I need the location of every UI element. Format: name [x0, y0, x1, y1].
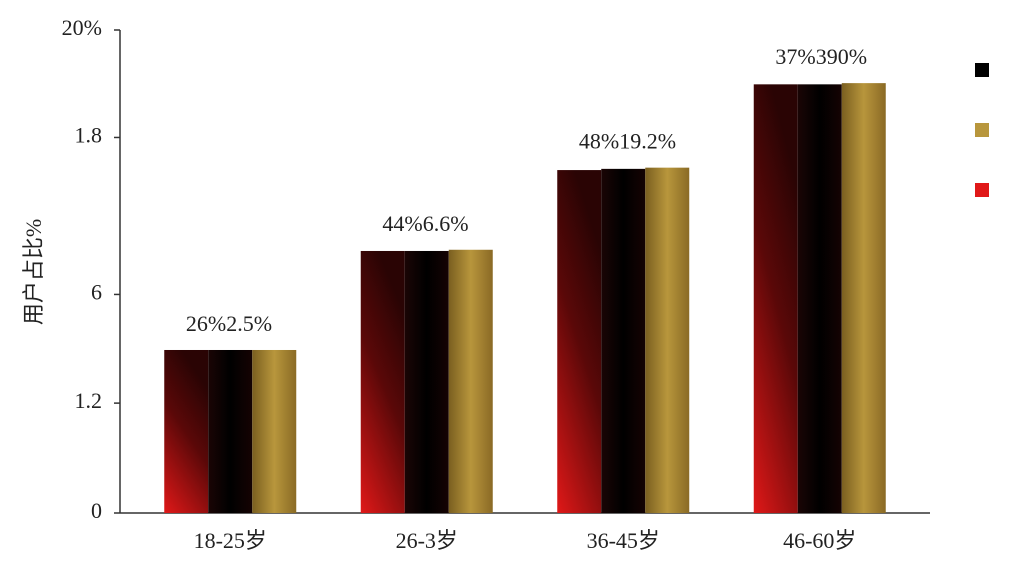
- annotation: 26%: [186, 311, 226, 336]
- legend-swatch: [975, 63, 989, 77]
- y-tick-label: 0: [91, 498, 102, 523]
- bar: [601, 168, 646, 514]
- y-tick-label: 1.2: [75, 388, 103, 413]
- bar: [404, 250, 449, 513]
- bar: [797, 84, 842, 514]
- bar: [557, 170, 602, 513]
- annotation: 390%: [816, 44, 867, 69]
- annotation: 44%: [382, 211, 422, 236]
- legend-swatch: [975, 123, 989, 137]
- annotation: 19.2%: [619, 129, 676, 154]
- annotation: 2.5%: [226, 311, 272, 336]
- x-tick-label: 26-3岁: [396, 528, 458, 553]
- legend-swatch: [975, 183, 989, 197]
- y-axis-label: 用户占比%: [21, 219, 46, 325]
- bar: [645, 167, 690, 513]
- bar: [841, 83, 886, 513]
- x-tick-label: 36-45岁: [587, 528, 660, 553]
- x-tick-label: 46-60岁: [783, 528, 856, 553]
- bar: [360, 250, 405, 513]
- y-tick-label: 6: [91, 279, 102, 304]
- bar: [252, 349, 297, 513]
- y-tick-label: 1.8: [75, 123, 103, 148]
- bar: [448, 249, 493, 513]
- annotation: 6.6%: [423, 211, 469, 236]
- bar: [208, 349, 253, 513]
- bar: [753, 84, 798, 514]
- annotation: 37%: [775, 44, 815, 69]
- x-tick-label: 18-25岁: [194, 528, 267, 553]
- annotation: 48%: [579, 129, 619, 154]
- y-tick-label: 20%: [62, 15, 102, 40]
- bar: [164, 349, 209, 513]
